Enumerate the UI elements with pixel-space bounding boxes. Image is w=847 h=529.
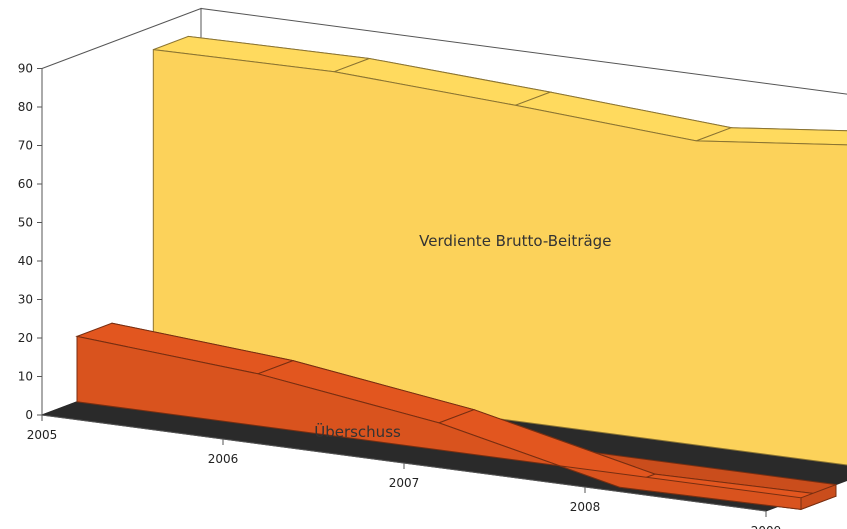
y-tick-label: 20 — [18, 331, 33, 345]
x-tick-label: 2009 — [751, 524, 782, 529]
x-tick-label: 2008 — [570, 500, 601, 514]
y-tick-label: 30 — [18, 293, 33, 307]
axes: 0 10 20 30 40 50 60 70 80 90 2005 2006 2007 2008 2009 — [18, 62, 782, 529]
series-brutto-beitraege: Verdiente Brutto-Beiträge — [152, 35, 847, 466]
y-tick-label: 0 — [25, 408, 33, 422]
y-tick-label: 70 — [18, 139, 33, 153]
series-ueberschuss-front-face — [76, 335, 802, 510]
x-tick-label: 2005 — [27, 428, 58, 442]
series-ueberschuss: Überschuss — [75, 322, 837, 511]
series-ueberschuss-label: Überschuss — [314, 422, 401, 441]
y-tick-label: 10 — [18, 370, 33, 384]
y-tick-label: 40 — [18, 254, 33, 268]
x-tick-label: 2006 — [208, 452, 239, 466]
y-tick-label: 60 — [18, 177, 33, 191]
y-tick-label: 80 — [18, 100, 33, 114]
series-brutto-front-face — [152, 49, 847, 466]
series-brutto-label: Verdiente Brutto-Beiträge — [419, 232, 611, 250]
y-tick-label: 50 — [18, 216, 33, 230]
y-tick-label: 90 — [18, 62, 33, 76]
x-tick-label: 2007 — [389, 476, 420, 490]
